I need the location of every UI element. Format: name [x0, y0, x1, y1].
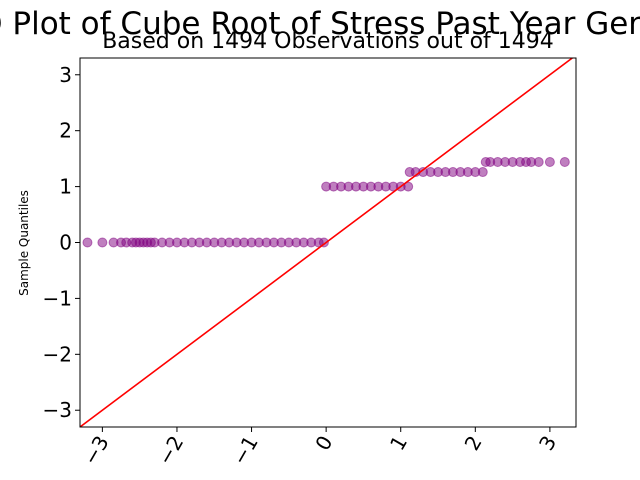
y-tick-label: −3	[43, 398, 72, 422]
chart-subtitle: Based on 1494 Observations out of 1494	[102, 29, 554, 54]
y-axis-label: Sample Quantiles	[17, 190, 31, 296]
y-tick-label: 2	[59, 119, 72, 143]
data-point	[403, 181, 414, 192]
x-tick-label: −3	[78, 432, 114, 470]
x-tick-label: 3	[534, 432, 561, 455]
y-tick-label: −2	[43, 342, 72, 366]
data-points	[82, 156, 570, 248]
data-point	[97, 237, 108, 248]
y-tick-label: −1	[43, 286, 72, 310]
y-tick-label: 0	[59, 231, 72, 255]
x-tick-label: 2	[459, 432, 486, 455]
data-point	[477, 167, 488, 178]
x-axis-ticks: −3 −2 −1 0 1 2 3	[78, 427, 561, 469]
y-tick-label: 1	[59, 175, 72, 199]
data-point	[544, 156, 555, 167]
reference-line	[80, 58, 574, 427]
plot-frame	[79, 57, 577, 428]
chart-title: Q-Q Plot of Cube Root of Stress Past Yea…	[0, 6, 640, 42]
data-point	[559, 156, 570, 167]
data-point	[533, 156, 544, 167]
x-tick-label: 0	[310, 432, 337, 455]
x-tick-label: −2	[153, 432, 189, 470]
y-axis-ticks: −3 −2 −1 0 1 2 3	[43, 63, 80, 422]
data-point	[82, 237, 93, 248]
data-point	[318, 237, 329, 248]
y-tick-label: 3	[59, 63, 72, 87]
x-tick-label: −1	[227, 432, 263, 470]
x-tick-label: 1	[385, 432, 412, 455]
reference-line-group	[80, 58, 574, 427]
